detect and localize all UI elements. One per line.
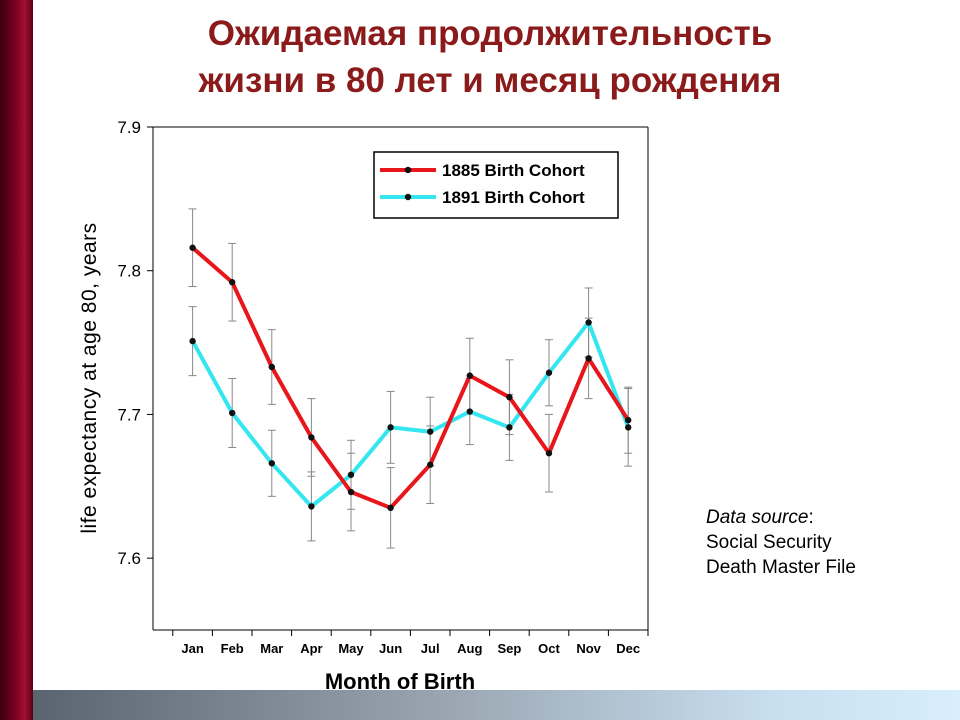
y-tick-label: 7.7 (117, 405, 141, 424)
series-line-1 (191, 246, 630, 510)
slide-title: Ожидаемая продолжительность жизни в 80 л… (40, 10, 940, 104)
x-tick-label: Jan (181, 641, 203, 656)
y-tick-label: 7.8 (117, 262, 141, 281)
data-point-series-2 (387, 424, 394, 431)
data-point-series-1 (308, 434, 315, 441)
data-point-series-2 (625, 424, 632, 431)
data-point-series-1 (268, 363, 275, 371)
data-point-series-1 (585, 355, 592, 362)
data-source-note: Data source: Social Security Death Maste… (706, 505, 856, 580)
x-tick-label: Mar (260, 641, 283, 656)
x-tick-label: Feb (221, 641, 244, 656)
data-point-series-1 (427, 461, 434, 468)
x-tick-label: Jun (379, 641, 402, 656)
bottom-accent-bar (33, 690, 960, 720)
y-tick-label: 7.6 (117, 549, 141, 568)
data-point-series-1 (466, 372, 473, 379)
data-point-series-2 (229, 409, 236, 417)
x-tick-label: Aug (457, 641, 482, 656)
legend-marker (404, 166, 412, 174)
source-line-3: Death Master File (706, 557, 856, 578)
slide-title-line2: жизни в 80 лет и месяц рождения (198, 61, 782, 100)
series-lines (190, 246, 631, 510)
series-line-2 (190, 320, 631, 509)
legend-label: 1885 Birth Cohort (442, 161, 585, 180)
source-line-2: Social Security (706, 532, 832, 553)
data-point-series-1 (347, 488, 355, 496)
x-tick-label: Sep (497, 641, 521, 656)
data-point-series-2 (506, 424, 513, 431)
side-accent-bar (0, 0, 33, 720)
data-point-series-2 (545, 369, 553, 376)
series-points (189, 244, 632, 512)
y-tick-label: 7.9 (117, 118, 141, 137)
x-tick-label: Jul (421, 641, 440, 656)
data-point-series-1 (387, 504, 394, 512)
data-point-series-1 (506, 393, 513, 401)
data-point-series-1 (545, 450, 553, 457)
x-tick-label: Dec (616, 641, 640, 656)
source-label: Data source (706, 507, 809, 528)
legend-label: 1891 Birth Cohort (442, 188, 585, 207)
chart-axes: 7.6 7.7 7.8 7.9 Jan Feb Mar Apr May Jun Jul Aug Sep O… (117, 118, 649, 656)
x-axis-label: Month of Birth (325, 669, 475, 694)
chart-legend: 1885 Birth Cohort 1891 Birth Cohort (373, 151, 619, 219)
y-axis-label: life expectancy at age 80, years (78, 222, 101, 533)
legend-marker (404, 193, 412, 201)
data-point-series-2 (585, 319, 592, 326)
data-point-series-2 (268, 460, 275, 467)
data-point-series-2 (427, 428, 434, 435)
error-bars (188, 208, 633, 549)
data-point-series-2 (466, 408, 473, 415)
data-point-series-1 (625, 416, 632, 424)
x-tick-label: May (338, 641, 364, 656)
data-point-series-2 (308, 503, 315, 510)
data-point-series-1 (189, 244, 196, 251)
source-colon: : (808, 507, 814, 528)
data-point-series-2 (189, 337, 196, 345)
x-tick-label: Oct (538, 641, 560, 656)
x-tick-label: Nov (576, 641, 601, 656)
legend-box (373, 151, 619, 219)
slide-title-line1: Ожидаемая продолжительность (207, 14, 773, 53)
x-tick-label: Apr (300, 641, 322, 656)
data-point-series-2 (347, 471, 355, 478)
data-point-series-1 (229, 279, 236, 286)
